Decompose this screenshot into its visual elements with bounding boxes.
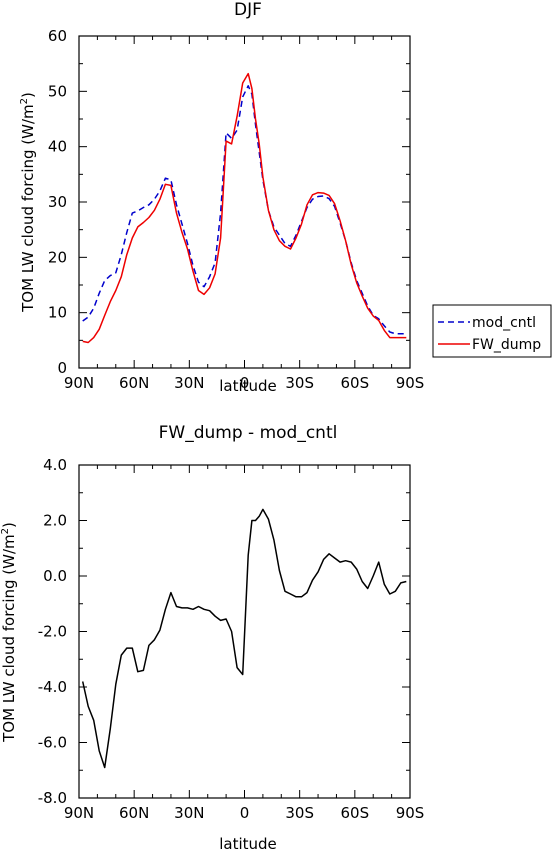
y-tick-label: 50 [48, 82, 67, 100]
top-y-axis-label: TOM LW cloud forcing (W/m2) [19, 92, 37, 313]
bottom-series-group [81, 508, 407, 769]
y-tick-label: 40 [48, 138, 67, 156]
y-tick-label: -6.0 [38, 734, 67, 752]
x-tick-label: 30S [285, 374, 314, 392]
x-tick-label: 90S [396, 804, 425, 822]
series-line-mod-cntl [82, 85, 407, 335]
x-tick-label: 60N [119, 804, 149, 822]
y-tick-label: 20 [48, 248, 67, 266]
y-tick-label: 10 [48, 304, 67, 322]
x-tick-label: 0 [240, 804, 250, 822]
bottom-chart-title: FW_dump - mod_cntl [159, 423, 338, 443]
y-tick-label: 0.0 [43, 567, 67, 585]
bottom-chart: FW_dump - mod_cntl 90N 60N 30N 0 30S 60S 90S -8… [0, 423, 424, 851]
y-tick-label: 4.0 [43, 456, 67, 474]
x-tick-label: 30N [174, 804, 204, 822]
top-x-axis-label: latitude [219, 377, 277, 395]
series-line-difference [81, 508, 407, 769]
x-tick-label: 60S [341, 374, 370, 392]
y-tick-label: 30 [48, 193, 67, 211]
y-tick-label: -8.0 [38, 789, 67, 807]
x-tick-label: 90S [396, 374, 425, 392]
legend-label-mod-cntl: mod_cntl [472, 315, 536, 331]
top-series-group [82, 72, 407, 344]
x-tick-label: 90N [64, 374, 94, 392]
bottom-axis-ticks: 90N 60N 30N 0 30S 60S 90S -8.0 -6.0 -4.0 -2.0 0.0 2.… [38, 456, 425, 822]
y-tick-label: -2.0 [38, 623, 67, 641]
x-tick-label: 60S [341, 804, 370, 822]
legend-box [432, 304, 552, 358]
x-tick-label: 90N [64, 804, 94, 822]
top-plot-frame [78, 35, 411, 369]
top-chart: DJF 90N 60N 30N 0 30S 60S 90S 0 10 20 30 40 50 60 lat… [19, 0, 552, 395]
y-tick-label: 0 [57, 359, 67, 377]
bottom-y-axis-label: TOM LW cloud forcing (W/m2) [0, 522, 18, 743]
x-tick-label: 30S [285, 804, 314, 822]
y-tick-label: 2.0 [43, 512, 67, 530]
top-legend: mod_cntl FW_dump [432, 304, 552, 358]
legend-label-fw-dump: FW_dump [472, 337, 541, 353]
x-tick-label: 0 [240, 374, 250, 392]
top-axis-ticks: 90N 60N 30N 0 30S 60S 90S 0 10 20 30 40 50 60 [48, 27, 424, 392]
bottom-x-axis-label: latitude [219, 835, 277, 851]
x-tick-label: 60N [119, 374, 149, 392]
series-line-fw-dump [82, 72, 407, 344]
y-tick-label: -4.0 [38, 678, 67, 696]
y-tick-label: 60 [48, 27, 67, 45]
top-chart-title: DJF [234, 0, 262, 20]
x-tick-label: 30N [174, 374, 204, 392]
